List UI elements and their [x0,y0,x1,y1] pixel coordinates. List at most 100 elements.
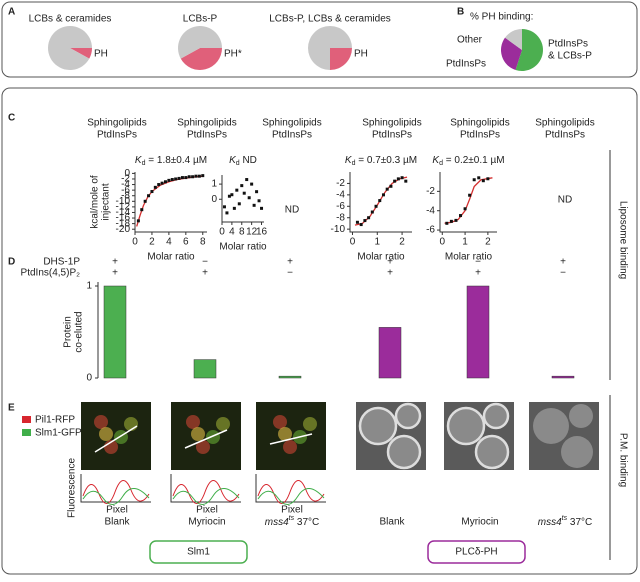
data-point [374,204,378,208]
axis [349,172,412,233]
data-point [359,223,363,227]
group-box [149,540,248,564]
x-tick-label: 2 [399,237,405,248]
condition-part: ts [562,515,568,522]
sign: + [112,257,118,268]
column-header: Sphingolipids [450,118,510,129]
legend-swatch [22,429,31,436]
panel-label: E [8,403,15,414]
panel-frame [1,87,638,575]
data-point [232,206,236,210]
slice-label: Other [457,35,483,46]
panel-label: D [8,257,15,268]
x-tick-label: 2 [149,237,155,248]
x-tick-label: 8 [239,227,245,238]
kd-label: Kd ND [229,155,257,167]
y-tick-label: -4 [426,205,435,216]
legend-label: Slm1-GFP [35,428,82,439]
data-point [255,190,259,194]
cell-spot [196,440,210,454]
x-tick-label: 6 [183,237,189,248]
x-axis-label: Molar ratio [219,242,267,253]
kd-part: d [439,160,443,167]
x-tick-label: 16 [256,227,268,238]
legend-swatch [22,416,31,423]
data-point [170,178,174,182]
data-point [449,219,453,223]
condition-part: mss4 [265,517,289,528]
data-point [370,210,374,214]
cell [561,436,593,468]
data-point [363,219,367,223]
data-point [404,179,408,183]
profile-line [184,429,228,449]
x-tick-label: 1 [374,237,380,248]
y-tick-label: -2 [336,178,345,189]
y-tick-label: -10 [331,224,346,235]
kd-part: d [352,160,356,167]
condition-part: 37°C [567,517,592,528]
column-header: PtdInsPs [97,130,137,141]
data-point [150,190,154,194]
y-tick-label: -8 [121,190,130,201]
group-label: PLCδ-PH [455,547,497,558]
data-point [378,199,382,203]
pie-slice [308,26,352,70]
data-point [191,175,195,179]
column-header: PtdInsPs [545,130,585,141]
pie-slice [501,37,522,70]
axis [80,474,151,503]
pie-title: LCBs-P [183,14,218,25]
data-point [237,202,241,206]
data-point [486,177,490,181]
axis [439,172,497,233]
sign: + [560,257,566,268]
kd-part: ND [240,155,257,166]
nd-label: ND [285,205,299,216]
sign: + [202,268,208,279]
x-tick-label: 12 [246,227,258,238]
pie-slice [505,29,522,50]
data-point [230,193,234,197]
bar [103,285,127,379]
side-label: Liposome binding [617,201,628,279]
cell [446,406,486,446]
row-label: PtdIns(4,5)P₂ [21,268,81,279]
data-point [227,194,231,198]
slice-label: PH [94,49,108,60]
cell-spot [303,417,317,431]
panel-frame [1,1,638,78]
y-tick-label: -10 [116,196,131,207]
x-tick-label: 4 [166,237,172,248]
bar [193,359,217,379]
x-tick-label: 8 [200,237,206,248]
nd-label: ND [558,195,572,206]
data-point [468,193,472,197]
data-point [250,182,254,186]
sign: − [202,257,208,268]
cell [569,404,593,428]
data-point [445,221,449,225]
profile-y-label: Fluorescence [67,458,78,518]
x-axis-label: Molar ratio [147,252,195,263]
bar [551,375,575,379]
cell-spot [216,417,230,431]
data-point [393,179,397,183]
y-tick-label: -2 [426,186,435,197]
column-header: PtdInsPs [187,130,227,141]
y-axis-label: co-eluted [74,311,85,352]
data-point [197,174,201,178]
slice-label: PH [354,49,368,60]
row-label: DHS-1P [43,257,80,268]
x-tick-label: 0 [219,227,225,238]
data-point [240,184,244,188]
slice-label: & LCBs-P [548,51,592,62]
cell [474,434,510,470]
pie-title: LCBs & ceramides [29,14,112,25]
legend-label: Pil1-RFP [35,415,75,426]
data-point [245,178,249,182]
cell-spot [283,440,297,454]
cell [533,408,569,444]
data-point [381,193,385,197]
pie-slice [180,48,222,70]
